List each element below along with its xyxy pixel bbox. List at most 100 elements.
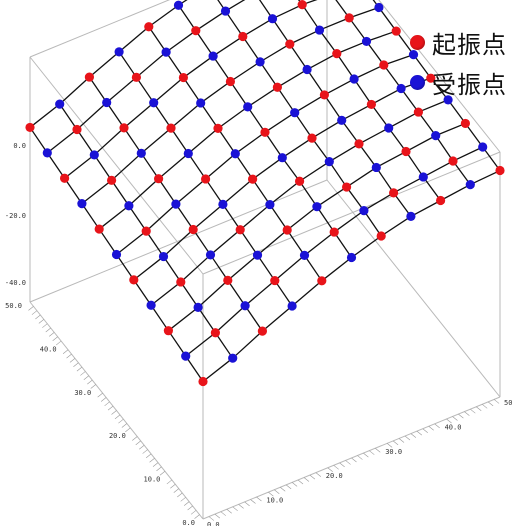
y-tick-label: 0.0	[182, 519, 195, 526]
mesh-line	[383, 54, 414, 66]
mesh-line	[217, 127, 236, 155]
tick-mark	[392, 440, 399, 446]
receiver-point	[114, 47, 124, 57]
tick-mark	[31, 310, 38, 315]
mesh-line	[222, 203, 241, 231]
tick-mark	[45, 327, 51, 333]
box-top-edge	[29, 56, 204, 275]
receiver-point	[171, 199, 181, 209]
mesh-line	[183, 55, 214, 79]
mesh-line	[277, 68, 308, 88]
mesh-line	[316, 186, 347, 208]
tick-mark	[309, 474, 316, 480]
tick-mark	[104, 401, 110, 407]
tick-mark	[183, 501, 190, 506]
z-tick-label: -20.0	[5, 212, 26, 220]
tick-mark	[28, 306, 34, 311]
tick-mark	[159, 471, 166, 476]
tick-mark	[297, 479, 304, 485]
mesh-line	[276, 86, 296, 114]
legend-label-source: 起振点	[432, 30, 507, 59]
mesh-line	[274, 254, 305, 282]
mesh-line	[158, 178, 177, 205]
tick-mark	[83, 375, 90, 381]
source-point	[426, 73, 436, 83]
mesh-line	[175, 178, 207, 205]
receiver-point	[77, 199, 87, 209]
tick-mark	[357, 455, 363, 460]
mesh-line	[128, 178, 160, 207]
legend-label-receiver: 受振点	[432, 70, 507, 99]
mesh-line	[148, 26, 167, 53]
tick-mark	[76, 366, 83, 372]
receiver-point	[346, 252, 357, 263]
mesh-line	[135, 51, 167, 78]
mesh-line	[202, 357, 234, 383]
mesh-line	[252, 157, 283, 180]
source-point	[248, 174, 258, 184]
surface-mesh	[29, 0, 501, 383]
legend: 起振点 受振点	[410, 22, 507, 102]
mesh-line	[214, 332, 234, 359]
y-tick-label: 50.0	[5, 302, 22, 310]
mesh-line	[64, 177, 83, 205]
tick-mark	[145, 453, 152, 459]
tick-mark	[97, 392, 103, 398]
source-point	[376, 231, 386, 241]
source-point	[94, 224, 104, 234]
mesh-line	[363, 210, 382, 237]
mesh-line	[115, 254, 135, 281]
mesh-line	[452, 160, 471, 185]
tick-mark	[190, 510, 197, 515]
mesh-line	[393, 192, 412, 217]
mesh-line	[470, 169, 501, 186]
mesh-line	[259, 43, 291, 63]
tick-mark	[42, 323, 48, 328]
mesh-line	[140, 152, 160, 180]
box-bottom-edge	[29, 179, 328, 303]
mesh-line	[118, 51, 137, 78]
source-point	[84, 72, 94, 82]
receiver-point	[146, 300, 156, 310]
mesh-line	[242, 18, 273, 38]
mesh-line	[111, 152, 142, 181]
mesh-line	[289, 29, 320, 45]
source-point	[225, 76, 235, 87]
source-point	[460, 118, 470, 129]
mesh-line	[64, 154, 95, 179]
source-point	[332, 49, 342, 59]
source-point	[235, 225, 245, 235]
receiver-point	[230, 149, 240, 159]
source-point	[141, 226, 151, 236]
y-tick-label: 30.0	[74, 389, 91, 397]
mesh-line	[59, 103, 78, 130]
receiver-point	[359, 206, 369, 216]
mesh-line	[336, 53, 355, 80]
mesh-line	[412, 54, 432, 79]
mesh-line	[319, 17, 350, 31]
mesh-line	[133, 256, 164, 281]
source-point	[354, 139, 364, 149]
receiver-point	[193, 302, 203, 312]
mesh-line	[98, 205, 130, 230]
tick-mark	[156, 466, 162, 472]
mesh-line	[328, 143, 360, 163]
source-point	[285, 39, 295, 49]
tick-mark	[339, 462, 345, 468]
tick-mark	[250, 499, 256, 504]
tick-mark	[80, 371, 86, 376]
tick-mark	[256, 496, 262, 502]
mesh-line	[366, 30, 397, 43]
mesh-line	[422, 176, 442, 201]
mesh-line	[372, 0, 380, 8]
source-point	[317, 276, 327, 286]
mesh-line	[118, 26, 150, 53]
tick-mark	[422, 428, 428, 433]
source-point	[178, 72, 188, 83]
mesh-line	[321, 256, 352, 282]
receiver-point	[240, 301, 250, 311]
mesh-line	[88, 51, 120, 78]
mesh-line	[29, 103, 61, 128]
mesh-line	[281, 157, 301, 182]
mesh-line	[234, 131, 266, 155]
